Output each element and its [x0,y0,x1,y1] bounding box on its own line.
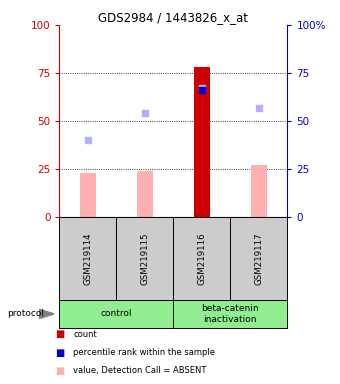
Text: count: count [73,329,97,339]
Bar [137,171,153,217]
Text: ■: ■ [55,366,64,376]
Text: protocol: protocol [7,310,44,318]
Text: value, Detection Call = ABSENT: value, Detection Call = ABSENT [73,366,206,376]
Text: ■: ■ [55,329,64,339]
Text: GSM219116: GSM219116 [198,232,206,285]
Text: percentile rank within the sample: percentile rank within the sample [73,348,215,357]
Bar [251,165,267,217]
Bar [80,173,96,217]
Text: GSM219117: GSM219117 [254,232,263,285]
Text: GSM219114: GSM219114 [84,232,92,285]
Title: GDS2984 / 1443826_x_at: GDS2984 / 1443826_x_at [98,11,249,24]
Text: GSM219115: GSM219115 [140,232,149,285]
Bar [194,67,210,217]
Polygon shape [39,310,54,318]
Text: ■: ■ [55,348,64,358]
Text: beta-catenin
inactivation: beta-catenin inactivation [202,304,259,324]
Text: control: control [101,310,132,318]
